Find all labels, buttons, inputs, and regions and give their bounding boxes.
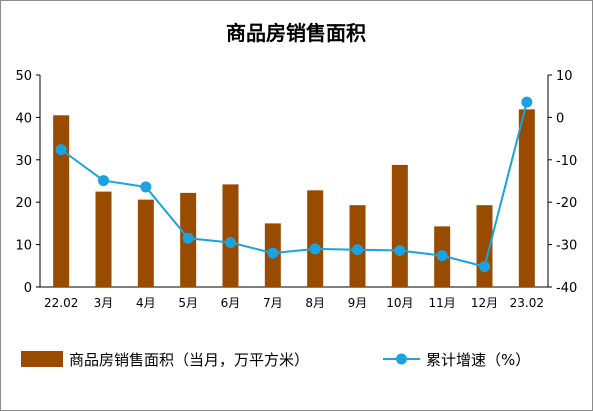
- y-right-tick-label: -10: [556, 154, 577, 169]
- line-point: [140, 181, 152, 193]
- bar: [518, 109, 535, 288]
- x-tick-label: 11月: [429, 296, 456, 310]
- axes: 0 10 20 30 40 50 -40 -30 -20 -10 0 10: [15, 69, 577, 296]
- y-left-tick-label: 0: [24, 281, 32, 296]
- chart-title: 商品房销售面积: [226, 21, 366, 45]
- line-point: [309, 243, 321, 255]
- line-point: [521, 96, 533, 108]
- x-tick-label: 5月: [178, 296, 198, 310]
- x-tick-label: 6月: [221, 296, 241, 310]
- legend: 商品房销售面积（当月，万平方米） 累计增速（%）: [21, 351, 530, 369]
- y-left-tick-label: 10: [15, 239, 32, 254]
- bar: [95, 191, 112, 287]
- x-tick-label: 7月: [263, 296, 283, 310]
- bar: [391, 164, 408, 287]
- line-point: [98, 175, 109, 187]
- line-point: [394, 245, 406, 257]
- line-point: [55, 144, 67, 156]
- y-left-tick-label: 40: [15, 111, 32, 126]
- y-right-tick-label: -40: [556, 281, 577, 296]
- legend-bar-swatch: [21, 351, 63, 367]
- x-tick-label: 3月: [94, 296, 114, 310]
- x-tick-label: 10月: [386, 296, 413, 310]
- x-tick-labels: 22.02 3月 4月 5月 6月 7月 8月 9月 10月 11月 12月 23.02: [44, 296, 544, 310]
- legend-bar-label: 商品房销售面积（当月，万平方米）: [69, 351, 309, 369]
- x-tick-label: 12月: [471, 296, 498, 310]
- y-right-tick-label: 10: [556, 69, 573, 84]
- y-right-tick-label: -30: [556, 239, 577, 254]
- line-point: [352, 244, 363, 256]
- x-tick-label: 9月: [348, 296, 368, 310]
- line-path: [60, 101, 528, 268]
- y-right-tick-label: -20: [556, 196, 577, 211]
- bar: [307, 190, 324, 287]
- line-point: [479, 261, 490, 273]
- y-left-tick-label: 20: [15, 196, 32, 211]
- x-tick-label: 8月: [305, 296, 325, 310]
- line-point: [267, 247, 279, 259]
- x-tick-label: 23.02: [510, 296, 544, 310]
- bar: [53, 115, 70, 287]
- line-series: [55, 96, 533, 273]
- line-point: [182, 232, 194, 244]
- bar: [222, 184, 239, 287]
- x-tick-label: 22.02: [44, 296, 78, 310]
- bar: [137, 199, 154, 287]
- line-point: [225, 236, 236, 248]
- legend-line-marker: [396, 353, 407, 365]
- y-left-tick-label: 50: [15, 69, 32, 84]
- line-point: [436, 250, 448, 262]
- bar-series: [53, 109, 535, 288]
- y-left-tick-label: 30: [15, 154, 32, 169]
- y-right-tick-label: 0: [556, 111, 564, 126]
- x-tick-label: 4月: [136, 296, 156, 310]
- legend-line-label: 累计增速（%）: [426, 351, 530, 369]
